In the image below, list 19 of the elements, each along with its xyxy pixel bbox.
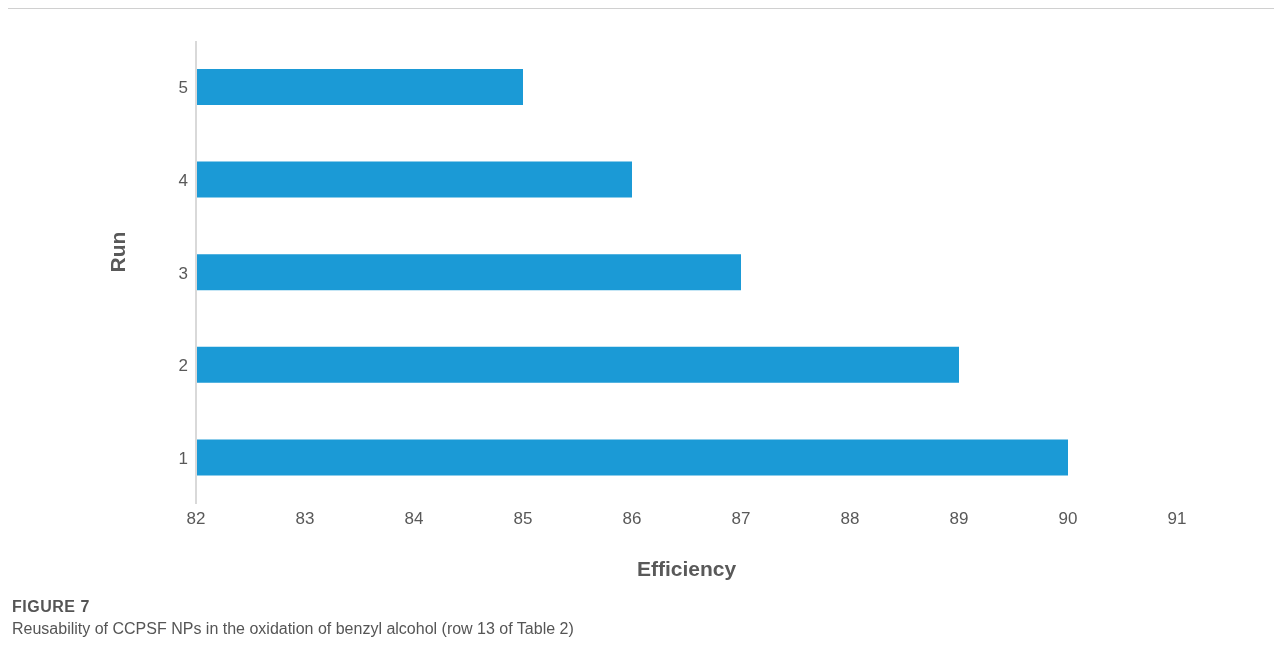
x-tick-label: 86	[622, 509, 642, 529]
x-tick-label: 82	[186, 509, 206, 529]
x-tick-label: 84	[404, 509, 424, 529]
x-tick-label: 88	[840, 509, 860, 529]
y-tick-label: 3	[178, 263, 188, 283]
x-tick-label: 83	[295, 509, 315, 529]
x-tick-label: 87	[731, 509, 751, 529]
x-axis-title: Efficiency	[636, 557, 737, 580]
x-tick-label: 90	[1058, 509, 1078, 529]
y-tick-label: 2	[178, 356, 188, 376]
y-axis-title: Run	[106, 231, 130, 273]
caption: FIGURE 7	[12, 598, 91, 616]
y-tick-label: 4	[178, 170, 188, 190]
x-tick-label: 91	[1167, 509, 1187, 529]
y-tick-label: 1	[178, 448, 188, 468]
x-tick-label: 85	[513, 509, 533, 529]
text: Reusability of CCPSF NPs in the oxidation of benzyl alcohol (row 13 of Table 2)	[12, 620, 575, 638]
x-tick-label: 89	[949, 509, 969, 529]
y-tick-label: 5	[178, 78, 188, 98]
